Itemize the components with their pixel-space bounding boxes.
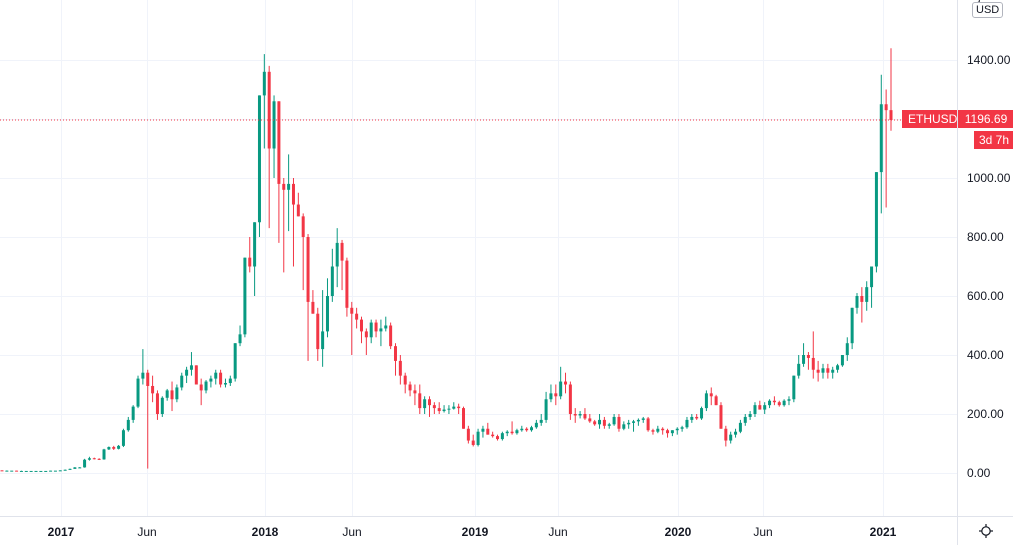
- price-tick-label: 0.00: [967, 466, 991, 480]
- time-tick-label: 2021: [869, 525, 897, 539]
- price-tick-label: 800.00: [967, 230, 1004, 244]
- time-tick-label: 2017: [47, 525, 75, 539]
- time-tick-label: Jun: [753, 525, 773, 539]
- time-scale[interactable]: 2017 Jun 2018 Jun 2019 Jun 2020 Jun 2021: [0, 516, 957, 545]
- time-tick-label: 2018: [251, 525, 279, 539]
- time-tick-label: 2019: [461, 525, 489, 539]
- time-tick-label: 2020: [664, 525, 692, 539]
- time-tick-label: Jun: [548, 525, 568, 539]
- currency-cut-text: 1jmmmu: [972, 0, 1013, 3]
- price-tick-label: 400.00: [967, 348, 1004, 362]
- settings-corner: [957, 516, 1013, 545]
- currency-badge[interactable]: USD: [972, 2, 1004, 18]
- time-tick-label: Jun: [137, 525, 157, 539]
- price-tick-label: 1400.00: [967, 53, 1011, 67]
- price-scale[interactable]: 1jmmmu USD 1400.00 1000.00 800.00 600.00 400…: [957, 0, 1013, 516]
- candlestick-plot[interactable]: [0, 0, 957, 516]
- price-tick-label: 600.00: [967, 289, 1004, 303]
- last-price-label: 1196.69: [958, 110, 1013, 128]
- gear-icon[interactable]: [978, 523, 994, 539]
- time-tick-label: Jun: [342, 525, 362, 539]
- bar-countdown-label: 3d 7h: [974, 131, 1013, 149]
- price-tick-label: 1000.00: [967, 171, 1011, 185]
- chart-pane[interactable]: ETHUSD: [0, 0, 964, 516]
- symbol-label: ETHUSD: [902, 110, 964, 128]
- price-tick-label: 200.00: [967, 407, 1004, 421]
